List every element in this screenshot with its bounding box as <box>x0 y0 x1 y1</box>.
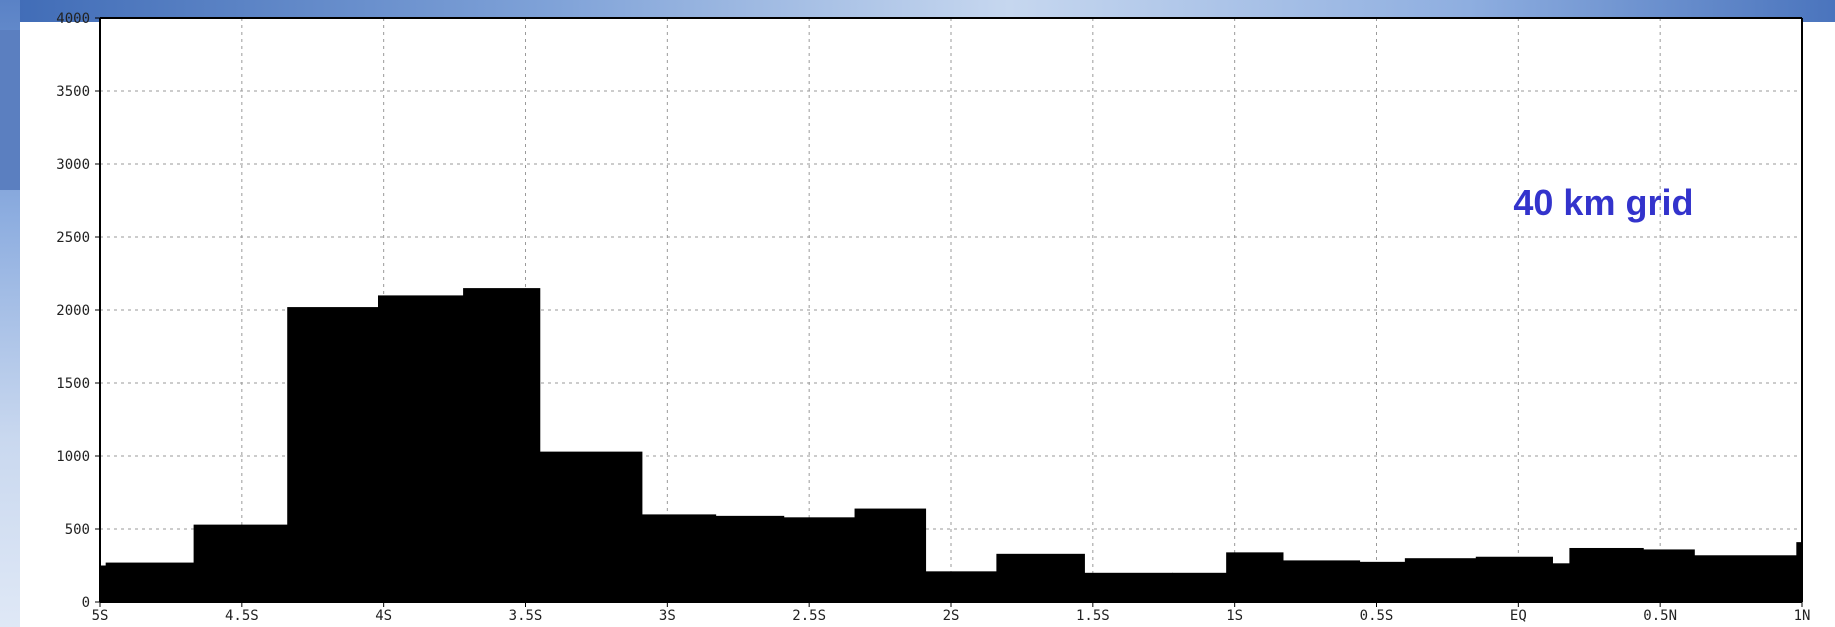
bar-23 <box>1694 555 1797 602</box>
bar-24 <box>1796 542 1803 602</box>
bars <box>100 288 1803 602</box>
bar-4 <box>377 295 464 602</box>
annotations: 40 km grid <box>1513 182 1693 223</box>
y-tick-labels: 0 500 1000 1500 2000 2500 3000 3500 4000 <box>56 11 100 611</box>
bar-16 <box>1282 560 1361 602</box>
bar-2 <box>193 524 288 602</box>
annotation-label: 40 km grid <box>1513 182 1693 223</box>
bar-22 <box>1643 549 1695 602</box>
bar-19 <box>1475 556 1553 602</box>
x-tick-label: 4.5S <box>225 608 259 624</box>
bar-10 <box>854 508 927 602</box>
y-tick-label: 1000 <box>56 449 90 465</box>
y-tick-label: 4000 <box>56 11 90 27</box>
x-tick-label: 0.5S <box>1360 608 1394 624</box>
bar-7 <box>641 514 717 602</box>
bar-14 <box>1172 572 1227 602</box>
bar-8 <box>715 515 785 602</box>
bar-11 <box>925 571 997 602</box>
x-tick-label: 5S <box>92 608 109 624</box>
bar-21 <box>1569 547 1644 602</box>
y-tick-label: 3000 <box>56 157 90 173</box>
x-tick-label: 2S <box>943 608 960 624</box>
x-tick-label: EQ <box>1510 608 1527 624</box>
y-tick-label: 2500 <box>56 230 90 246</box>
x-tick-label: 3.5S <box>509 608 543 624</box>
y-tick-label: 0 <box>82 595 90 611</box>
bar-13 <box>1084 572 1173 602</box>
bar-15 <box>1226 552 1284 602</box>
background-block-left <box>0 30 20 190</box>
bar-1 <box>105 562 195 602</box>
y-tick-label: 3500 <box>56 84 90 100</box>
y-tick-label: 1500 <box>56 376 90 392</box>
x-tick-label: 0.5N <box>1643 608 1677 624</box>
bar-6 <box>539 451 643 602</box>
bar-9 <box>783 517 856 602</box>
bar-5 <box>463 288 541 602</box>
y-tick-label: 2000 <box>56 303 90 319</box>
bar-17 <box>1359 561 1406 602</box>
bar-3 <box>287 307 379 602</box>
x-tick-label: 1N <box>1794 608 1811 624</box>
x-tick-label: 4S <box>375 608 392 624</box>
background-band-top <box>0 0 1835 22</box>
bar-18 <box>1404 558 1477 602</box>
x-tick-label: 3S <box>659 608 676 624</box>
x-tick-label: 1S <box>1226 608 1243 624</box>
bar-0 <box>100 565 107 602</box>
x-tick-label: 2.5S <box>792 608 826 624</box>
bar-20 <box>1552 563 1570 602</box>
bar-12 <box>996 553 1085 602</box>
x-tick-label: 1.5S <box>1076 608 1110 624</box>
y-tick-label: 500 <box>65 522 90 538</box>
x-tick-labels: 5S 4.5S 4S 3.5S 3S 2.5S 2S 1.5S 1S 0.5S EQ 0.5N 1N <box>92 602 1811 624</box>
